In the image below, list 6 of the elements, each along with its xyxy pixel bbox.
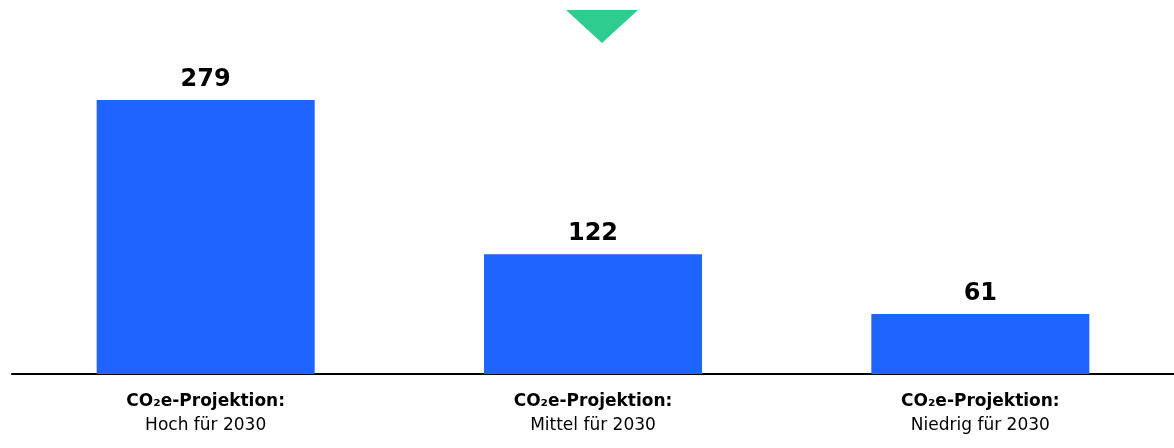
x-tick-label: CO₂e-Projektion: Mittel für 2030 [513,390,673,434]
data-label: 122 [567,218,619,247]
x-tick-label: CO₂e-Projektion: Niedrig für 2030 [900,390,1060,434]
data-label: 61 [963,278,998,307]
x-tick-label: CO₂e-Projektion: Hoch für 2030 [126,390,286,434]
data-label: 279 [180,64,231,92]
